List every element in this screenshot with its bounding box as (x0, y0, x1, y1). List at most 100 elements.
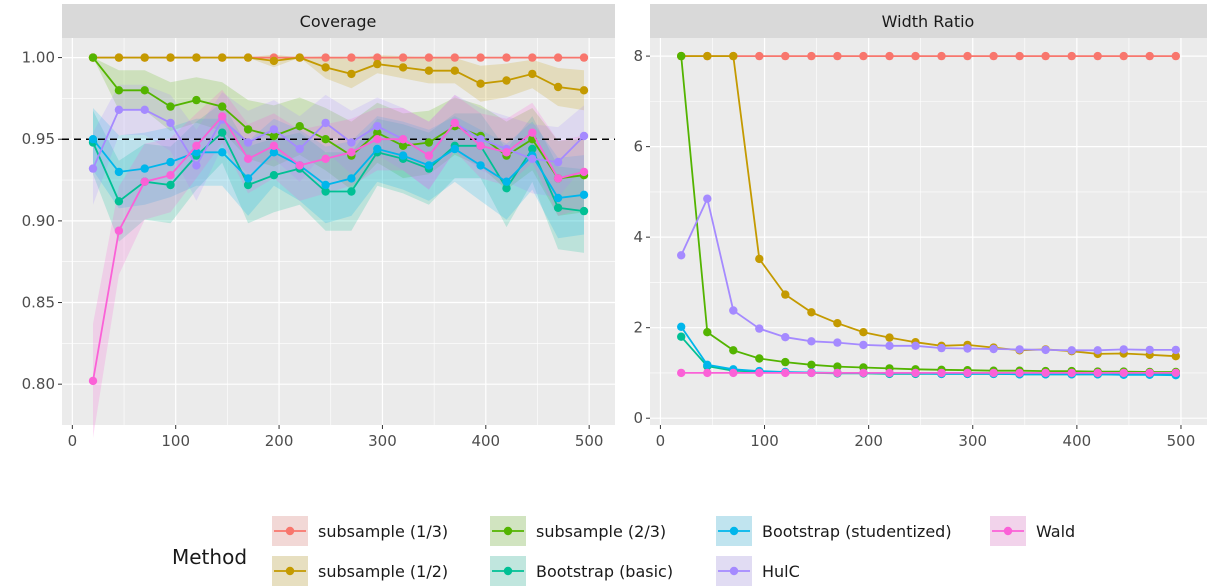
coverage-ribbon-hulc (93, 84, 584, 205)
coverage-point-subsample-1-2 (347, 69, 356, 79)
width-ratio-point-wald (989, 368, 998, 378)
coverage-point-subsample-1-3 (553, 53, 563, 62)
coverage-point-subsample-1-2 (243, 53, 253, 62)
width-ratio-point-subsample-1-3 (963, 51, 972, 61)
width-ratio-y-tick-label: 6 (633, 138, 643, 156)
width-ratio-point-wald (1171, 368, 1181, 378)
coverage-point-subsample-1-2 (192, 53, 201, 62)
width-ratio-point-subsample-1-3 (1119, 51, 1128, 61)
width-ratio-line-hulc (680, 195, 1176, 352)
coverage-point-subsample-2-3 (269, 131, 279, 141)
coverage-point-subsample-1-3 (579, 53, 589, 62)
width-ratio-point-subsample-2-3 (729, 346, 738, 355)
width-ratio-point-subsample-1-2 (755, 254, 764, 264)
coverage-point-hulc (243, 138, 253, 147)
width-ratio-point-wald (781, 368, 790, 378)
width-ratio-point-wald (833, 368, 842, 378)
width-ratio-point-hulc (885, 341, 894, 350)
width-ratio-x-tick-label: 300 (958, 432, 987, 450)
coverage-point-bootstrap-studentized (502, 177, 511, 186)
coverage-x-tick-label: 300 (368, 432, 397, 450)
coverage-point-bootstrap-studentized (450, 144, 459, 154)
coverage-point-wald (114, 226, 124, 235)
width-ratio-panel: Width Ratio 0 100 200 300 400 500 0 2 4 6 8 (633, 4, 1207, 450)
coverage-ribbon-subsample-1-2 (93, 54, 584, 111)
coverage-point-wald (269, 141, 279, 150)
width-ratio-point-subsample-2-3 (781, 357, 790, 367)
width-ratio-point-subsample-1-3 (807, 51, 816, 61)
legend-item-subsample-2-3: subsample (2/3) (490, 516, 666, 546)
width-ratio-point-subsample-1-3 (859, 51, 868, 61)
coverage-point-wald (373, 135, 382, 144)
coverage-point-hulc (114, 105, 124, 115)
coverage-point-subsample-2-3 (243, 125, 253, 134)
coverage-point-subsample-1-3 (528, 53, 537, 62)
coverage-point-wald (140, 177, 149, 186)
coverage-point-subsample-2-3 (373, 128, 382, 137)
coverage-ribbon-subsample-2-3 (93, 57, 584, 216)
coverage-point-subsample-2-3 (218, 102, 227, 111)
legend-label: Bootstrap (studentized) (762, 522, 952, 541)
legend-label: subsample (2/3) (536, 522, 666, 541)
width-ratio-point-subsample-2-3 (833, 362, 842, 371)
width-ratio-point-subsample-1-2 (703, 51, 712, 61)
width-ratio-point-wald (1015, 368, 1024, 378)
coverage-ribbon-wald (93, 89, 584, 438)
coverage-x-tick-label: 200 (265, 432, 294, 450)
coverage-point-hulc (528, 154, 537, 163)
width-ratio-point-hulc (1041, 345, 1050, 355)
width-ratio-point-subsample-1-3 (781, 51, 790, 61)
width-ratio-x-axis: 0 100 200 300 400 500 (656, 425, 1195, 450)
coverage-line-subsample-1-2 (93, 56, 585, 92)
width-ratio-point-hulc (1015, 345, 1024, 354)
coverage-point-subsample-1-2 (398, 63, 408, 72)
width-ratio-point-subsample-1-2 (729, 51, 738, 61)
width-ratio-y-tick-label: 4 (633, 228, 643, 246)
coverage-point-bootstrap-studentized (579, 190, 589, 199)
width-ratio-point-hulc (859, 340, 868, 350)
coverage-point-subsample-1-3 (347, 53, 356, 62)
coverage-point-subsample-2-3 (321, 135, 330, 144)
coverage-point-hulc (140, 105, 149, 115)
width-ratio-point-wald (703, 368, 712, 378)
width-ratio-point-wald (1067, 368, 1076, 378)
coverage-ribbon-bootstrap-basic (93, 102, 584, 253)
coverage-point-bootstrap-studentized (192, 148, 201, 157)
width-ratio-x-tick-label: 200 (854, 432, 883, 450)
width-ratio-y-tick-label: 0 (633, 409, 643, 427)
coverage-point-wald (450, 118, 459, 128)
width-ratio-point-subsample-1-3 (755, 51, 764, 61)
coverage-point-hulc (373, 122, 382, 131)
coverage-point-bootstrap-basic (347, 187, 356, 196)
width-ratio-point-wald (1041, 368, 1050, 378)
legend-key-point (503, 566, 513, 576)
coverage-point-bootstrap-basic (269, 171, 279, 180)
legend-item-subsample-1-3: subsample (1/3) (272, 516, 448, 546)
width-ratio-point-subsample-1-3 (911, 51, 920, 61)
legend-items: subsample (1/3) subsample (1/2) subsample … (272, 516, 1075, 586)
coverage-point-subsample-1-2 (373, 59, 382, 69)
coverage-point-wald (321, 154, 330, 163)
legend-item-hulc: HulC (716, 556, 800, 586)
width-ratio-point-hulc (911, 341, 920, 350)
coverage-strip (62, 4, 615, 38)
coverage-point-hulc (88, 164, 98, 173)
coverage-point-bootstrap-studentized (218, 148, 227, 157)
width-ratio-point-subsample-1-2 (859, 328, 868, 337)
coverage-panel-title: Coverage (300, 12, 377, 31)
coverage-ribbons (93, 54, 584, 438)
coverage-point-subsample-1-2 (476, 79, 485, 88)
width-ratio-point-hulc (729, 306, 738, 315)
coverage-point-wald (579, 167, 589, 177)
coverage-point-wald (553, 174, 563, 183)
coverage-point-bootstrap-studentized (476, 161, 485, 170)
legend-label: Wald (1036, 522, 1075, 541)
coverage-point-hulc (579, 131, 589, 141)
coverage-point-hulc (295, 144, 304, 154)
coverage-point-bootstrap-studentized (553, 193, 563, 203)
legend-label: HulC (762, 562, 800, 581)
legend-key-point (1003, 526, 1013, 536)
coverage-point-bootstrap-basic (243, 180, 253, 190)
coverage-point-subsample-1-3 (424, 53, 434, 62)
coverage-point-bootstrap-basic (502, 184, 511, 193)
